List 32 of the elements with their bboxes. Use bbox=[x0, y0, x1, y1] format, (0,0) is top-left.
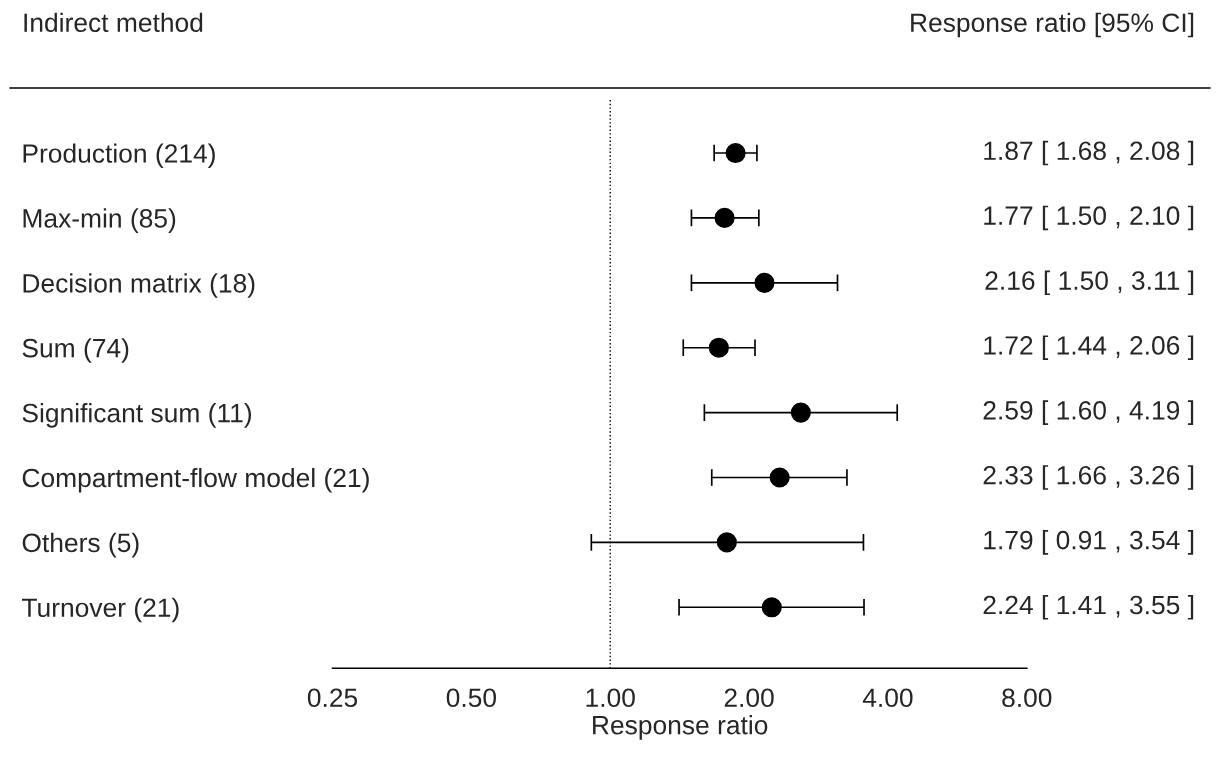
y-tick-label: Significant sum (11) bbox=[22, 403, 252, 428]
point bbox=[714, 207, 735, 228]
data-label: 1.72 [ 1.44 , 2.06 ] bbox=[984, 335, 1194, 361]
data-label: 2.59 [ 1.60 , 4.19 ] bbox=[983, 400, 1194, 425]
y-tick-label: Others (5) bbox=[22, 532, 139, 558]
x-tick-label: 4.00 bbox=[862, 688, 913, 708]
point bbox=[761, 597, 782, 618]
text: Response ratio [95% CI] bbox=[911, 12, 1194, 38]
data-label: 2.24 [ 1.41 , 3.55 ] bbox=[983, 594, 1194, 620]
point bbox=[754, 272, 775, 293]
y-tick-label: Max-min (85) bbox=[23, 208, 176, 233]
point bbox=[725, 142, 746, 164]
text: Indirect method bbox=[24, 12, 203, 33]
data-label: 2.33 [ 1.66 , 3.26 ] bbox=[983, 465, 1194, 490]
y-tick-label: Compartment-flow model (21) bbox=[22, 467, 369, 493]
point bbox=[708, 337, 729, 358]
data-label: 1.79 [ 0.91 , 3.54 ] bbox=[984, 530, 1194, 555]
x-tick-label: 0.50 bbox=[446, 688, 497, 708]
y-tick-label: Turnover (21) bbox=[22, 597, 179, 623]
y-tick-label: Decision matrix (18) bbox=[23, 273, 255, 298]
y-tick-label: Sum (74) bbox=[22, 338, 129, 363]
x-tick-label: 1.00 bbox=[586, 688, 635, 708]
point bbox=[716, 532, 737, 553]
point bbox=[769, 467, 790, 488]
x-tick-label: 8.00 bbox=[1002, 688, 1052, 708]
x-axis-title: Response ratio bbox=[593, 715, 768, 740]
x-tick-label: 0.25 bbox=[307, 688, 358, 708]
data-label: 1.87 [ 1.68 , 2.08 ] bbox=[984, 140, 1194, 166]
data-label: 1.77 [ 1.50 , 2.10 ] bbox=[984, 205, 1194, 231]
y-tick-label: Production (214) bbox=[23, 143, 215, 169]
data-label: 2.16 [ 1.50 , 3.11 ] bbox=[985, 270, 1194, 296]
x-tick-label: 2.00 bbox=[724, 688, 774, 708]
